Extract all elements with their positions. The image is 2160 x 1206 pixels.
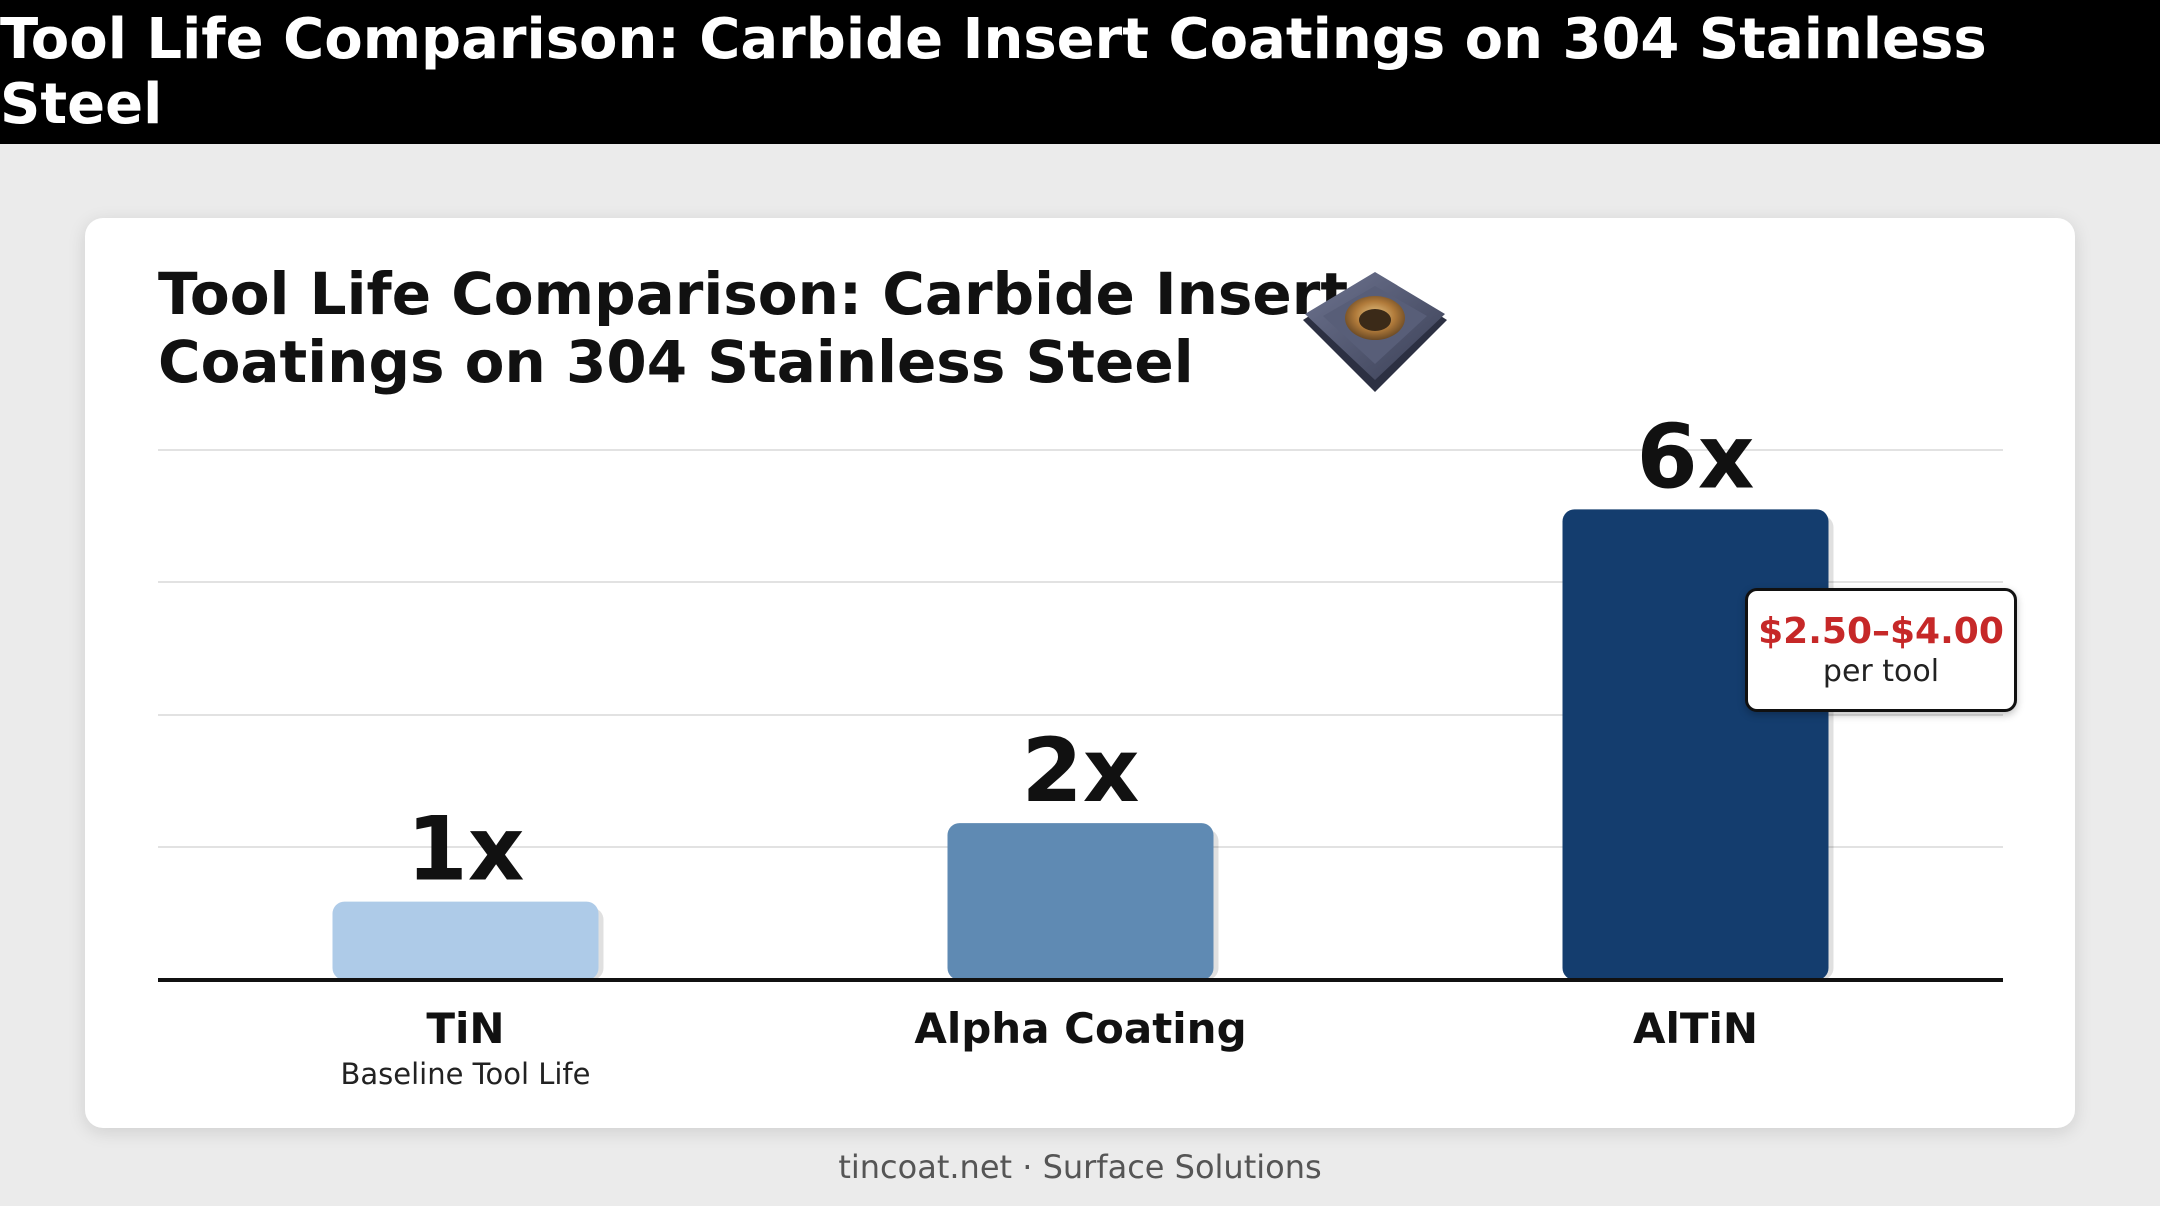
value-label: 1x [407, 798, 525, 901]
chart-title: Tool Life Comparison: Carbide Insert Coa… [158, 260, 1349, 396]
bar-altin [1562, 509, 1829, 980]
category-label: TiN [426, 1004, 504, 1053]
value-label: 2x [1022, 719, 1140, 822]
top-banner: Tool Life Comparison: Carbide Insert Coa… [0, 0, 2160, 144]
category-label: Alpha Coating [914, 1004, 1246, 1053]
callout-price: $2.50–$4.00 [1758, 611, 2004, 652]
category-sublabel: Baseline Tool Life [341, 1057, 591, 1091]
carbide-insert-icon [1303, 272, 1447, 392]
price-callout: $2.50–$4.00 per tool [1745, 588, 2017, 712]
footer: tincoat.net · Surface Solutions [838, 1148, 1322, 1186]
bar-alpha-coating [947, 823, 1214, 980]
chart-card: Tool Life Comparison: Carbide Insert Coa… [85, 218, 2075, 1128]
bar-tin [332, 901, 599, 980]
callout-unit: per tool [1822, 654, 1940, 689]
category-label: AlTiN [1633, 1004, 1758, 1053]
banner-title: Tool Life Comparison: Carbide Insert Coa… [0, 7, 1987, 137]
value-label: 6x [1637, 405, 1755, 508]
